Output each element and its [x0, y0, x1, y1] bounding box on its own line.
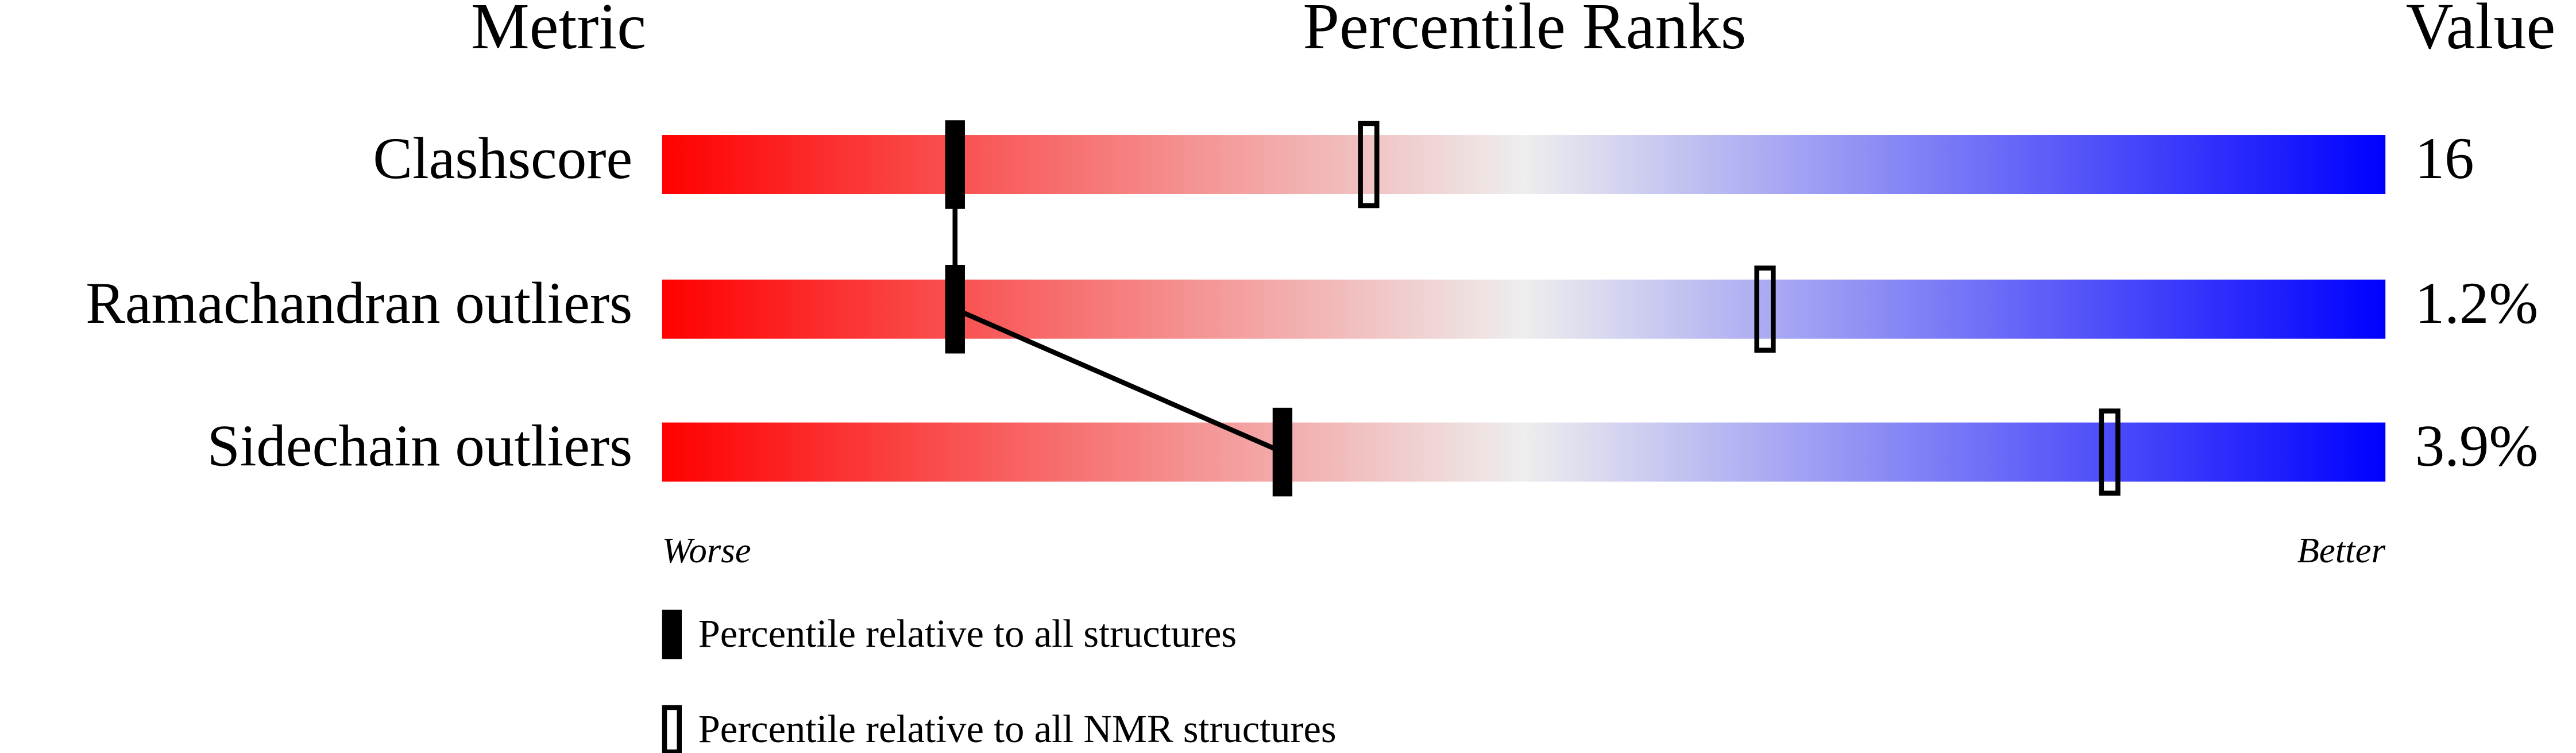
metric-value: 3.9%	[2415, 414, 2539, 479]
legend-swatch	[662, 609, 682, 659]
legend-label: Percentile relative to all structures	[698, 612, 1237, 655]
legend-label: Percentile relative to all NMR structure…	[698, 707, 1337, 751]
metric-value: 1.2%	[2415, 271, 2539, 336]
metric-header: Metric	[471, 0, 646, 63]
percentile-bar	[662, 279, 2386, 339]
legend-swatch	[662, 705, 682, 753]
percentile-bar	[662, 135, 2386, 195]
better-label: Better	[2297, 530, 2385, 570]
nmr-percentile-marker	[1754, 265, 1776, 353]
worse-label: Worse	[662, 530, 751, 570]
percentile-marker	[945, 120, 965, 209]
percentile-marker	[945, 264, 965, 354]
metric-label: Clashscore	[373, 126, 632, 191]
nmr-percentile-marker	[2099, 408, 2121, 496]
metric-label: Ramachandran outliers	[86, 271, 632, 336]
metric-label: Sidechain outliers	[207, 414, 633, 479]
percentile-marker	[1272, 407, 1293, 497]
percentile-bar	[662, 422, 2386, 482]
metric-value: 16	[2415, 126, 2474, 191]
value-header: Value	[2406, 0, 2556, 63]
nmr-percentile-marker	[1358, 121, 1380, 208]
chart-title: Percentile Ranks	[1303, 0, 1746, 63]
